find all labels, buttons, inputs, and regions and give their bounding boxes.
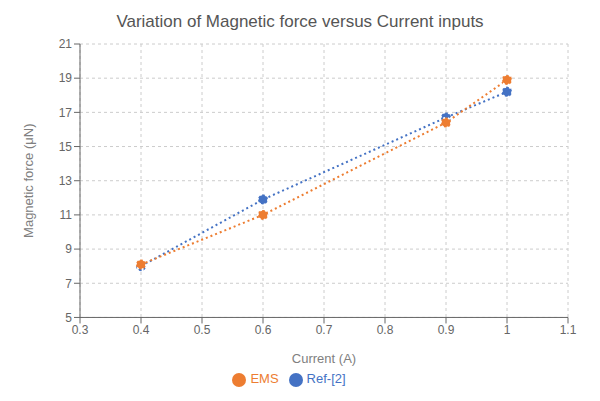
svg-text:1: 1 <box>504 323 511 337</box>
svg-text:0.6: 0.6 <box>255 323 272 337</box>
svg-text:1.1: 1.1 <box>560 323 577 337</box>
svg-text:0.5: 0.5 <box>194 323 211 337</box>
svg-text:5: 5 <box>65 311 72 325</box>
html-text:EMS: EMS <box>250 371 279 387</box>
svg-text:0.3: 0.3 <box>72 323 89 337</box>
html-text:Ref-[2]: Ref-[2] <box>306 371 346 387</box>
svg-text:17: 17 <box>59 106 73 120</box>
svg-text:0.8: 0.8 <box>377 323 394 337</box>
html-text:Variation of Magnetic force ve: Variation of Magnetic force versus Curre… <box>116 12 484 31</box>
svg-text:0.7: 0.7 <box>316 323 333 337</box>
svg-text:Magnetic force (μN): Magnetic force (μN) <box>21 124 36 238</box>
svg-text:19: 19 <box>59 71 73 85</box>
svg-text:0.9: 0.9 <box>438 323 455 337</box>
svg-text:11: 11 <box>60 208 73 222</box>
svg-text:Current (A): Current (A) <box>292 351 356 366</box>
svg-text:0.4: 0.4 <box>133 323 150 337</box>
svg-text:9: 9 <box>65 242 72 256</box>
svg-text:15: 15 <box>59 140 73 154</box>
svg-text:13: 13 <box>59 174 73 188</box>
svg-text:21: 21 <box>59 37 73 51</box>
svg-text:7: 7 <box>65 277 72 291</box>
